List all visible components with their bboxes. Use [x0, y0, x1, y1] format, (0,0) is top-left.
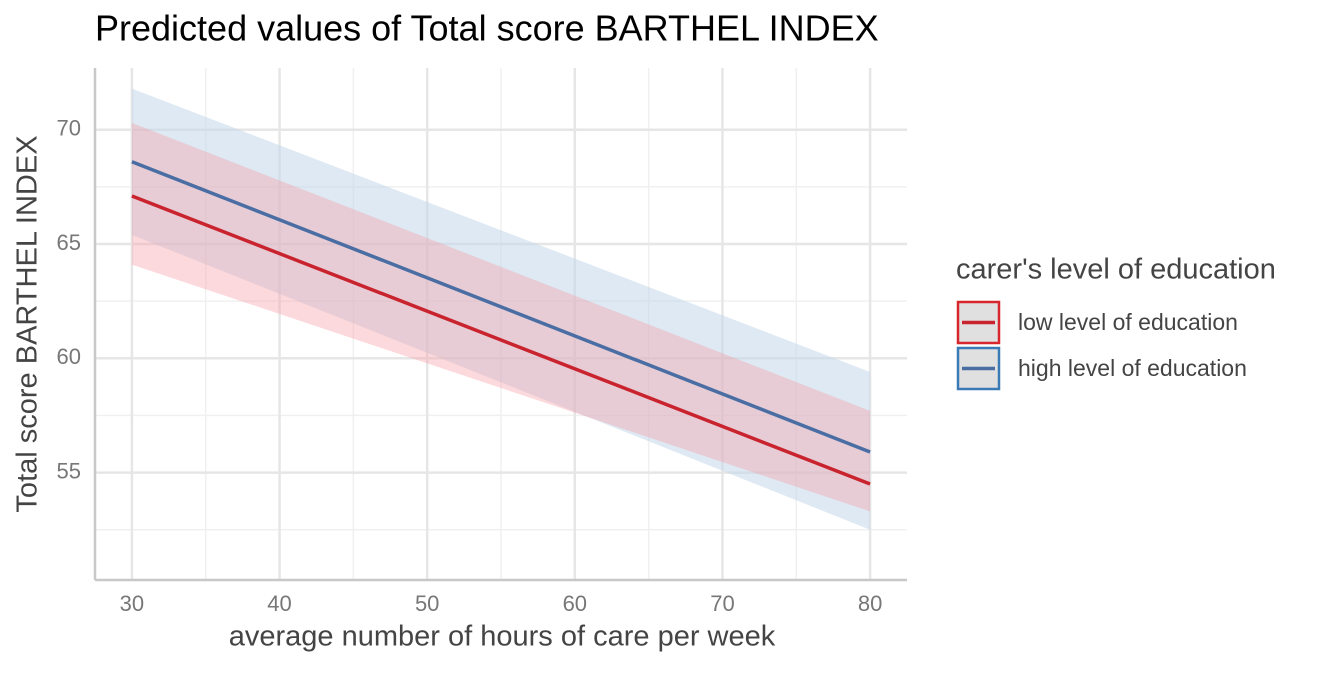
y-tick-label: 65 [57, 230, 81, 255]
confidence-band [131, 88, 871, 530]
x-tick-label: 40 [267, 591, 291, 616]
y-axis-title: Total score BARTHEL INDEX [12, 135, 44, 512]
line [131, 160, 871, 454]
x-tick-label: 50 [415, 591, 439, 616]
x-tick-label: 70 [710, 591, 734, 616]
line [131, 194, 871, 486]
legend-label: low level of education [1018, 309, 1238, 335]
x-tick-label: 60 [563, 591, 587, 616]
y-tick-label: 60 [57, 344, 81, 369]
y-tick-label: 55 [57, 458, 81, 483]
legend-title: carer's level of education [956, 254, 1276, 286]
chart-title: Predicted values of Total score BARTHEL … [95, 8, 879, 49]
confidence-band [131, 122, 871, 512]
y-tick-label: 70 [57, 116, 81, 141]
legend-label: high level of education [1018, 355, 1247, 381]
x-tick-label: 80 [858, 591, 882, 616]
x-axis-title: average number of hours of care per week [229, 621, 776, 653]
x-tick-label: 30 [120, 591, 144, 616]
